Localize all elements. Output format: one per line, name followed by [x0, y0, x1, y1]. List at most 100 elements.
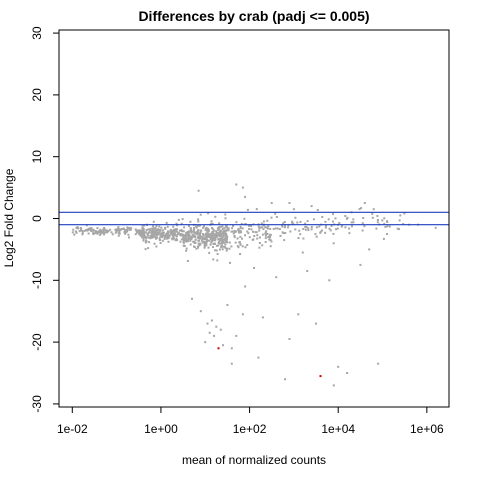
- data-point: [325, 224, 327, 227]
- data-point: [287, 226, 289, 229]
- data-point: [266, 219, 269, 222]
- data-point: [220, 245, 223, 248]
- data-point: [111, 233, 114, 236]
- data-point: [244, 195, 247, 198]
- data-point: [179, 240, 182, 243]
- y-axis-label: Log2 Fold Change: [2, 168, 16, 267]
- data-point: [197, 218, 200, 221]
- x-tick-label: 1e+00: [144, 422, 178, 436]
- data-point: [217, 226, 220, 229]
- data-point: [337, 365, 340, 368]
- data-point: [210, 240, 213, 243]
- data-point: [151, 232, 154, 235]
- data-point: [153, 242, 156, 245]
- data-point: [161, 231, 164, 234]
- data-point: [264, 241, 267, 243]
- data-point: [324, 220, 327, 223]
- data-point: [233, 229, 236, 232]
- data-point: [213, 233, 216, 236]
- data-point: [124, 229, 126, 232]
- data-point: [315, 235, 318, 238]
- data-point: [376, 219, 379, 221]
- data-point: [187, 232, 190, 235]
- data-point: [205, 238, 208, 241]
- data-point: [281, 224, 283, 227]
- data-point: [207, 227, 210, 230]
- data-point: [122, 227, 125, 230]
- threshold-lines: [59, 211, 449, 226]
- data-point: [87, 232, 90, 235]
- data-point: [216, 259, 219, 262]
- data-point: [147, 236, 150, 239]
- data-point: [340, 225, 343, 228]
- data-point: [192, 229, 195, 231]
- data-point: [182, 241, 185, 244]
- data-point: [115, 228, 118, 231]
- data-point: [114, 228, 117, 231]
- data-point: [105, 229, 108, 232]
- data-point: [208, 233, 211, 236]
- data-point: [165, 221, 168, 224]
- data-point: [159, 229, 162, 232]
- data-point: [185, 240, 188, 243]
- data-point: [193, 241, 196, 244]
- data-point: [215, 234, 218, 237]
- data-point: [253, 266, 255, 269]
- data-point: [383, 222, 386, 225]
- data-point: [381, 219, 384, 222]
- data-point: [272, 227, 275, 230]
- data-point: [174, 229, 177, 232]
- data-point: [332, 220, 334, 223]
- data-point: [248, 228, 251, 230]
- data-point: [220, 237, 223, 240]
- data-point: [155, 229, 158, 232]
- data-point: [86, 228, 89, 231]
- data-point: [142, 236, 145, 239]
- data-point: [183, 235, 186, 237]
- data-point: [181, 230, 184, 233]
- data-point: [153, 231, 156, 234]
- data-point: [376, 221, 379, 224]
- data-point: [136, 229, 139, 232]
- data-point: [141, 227, 144, 230]
- data-point: [80, 229, 82, 232]
- data-point: [103, 227, 106, 229]
- data-point: [203, 240, 205, 243]
- data-point: [96, 227, 99, 230]
- data-point: [330, 224, 333, 227]
- data-point: [283, 221, 286, 223]
- data-point: [94, 230, 97, 232]
- data-point: [165, 237, 168, 240]
- data-point: [223, 245, 226, 248]
- data-point: [145, 239, 147, 242]
- data-point: [183, 245, 186, 247]
- data-point: [269, 245, 272, 248]
- data-point: [226, 229, 229, 231]
- data-point: [262, 228, 265, 231]
- data-point: [142, 238, 145, 241]
- data-point: [161, 236, 163, 239]
- data-point: [304, 228, 307, 231]
- data-point: [361, 222, 364, 225]
- data-point: [196, 224, 199, 227]
- data-point: [275, 216, 278, 218]
- data-point: [158, 225, 161, 228]
- data-point: [352, 221, 355, 224]
- data-point: [172, 237, 175, 240]
- data-point: [264, 237, 267, 240]
- data-point: [332, 242, 335, 245]
- data-point: [231, 230, 234, 233]
- data-point: [351, 225, 353, 228]
- data-point: [171, 232, 174, 235]
- data-point: [234, 231, 237, 233]
- data-point: [375, 227, 378, 230]
- data-point: [145, 240, 148, 243]
- data-point: [197, 239, 200, 242]
- data-point: [301, 251, 304, 254]
- data-point: [193, 231, 196, 234]
- data-point: [156, 236, 158, 239]
- data-point: [138, 229, 141, 232]
- data-point: [197, 242, 200, 245]
- data-point: [176, 235, 178, 238]
- data-point: [172, 225, 175, 228]
